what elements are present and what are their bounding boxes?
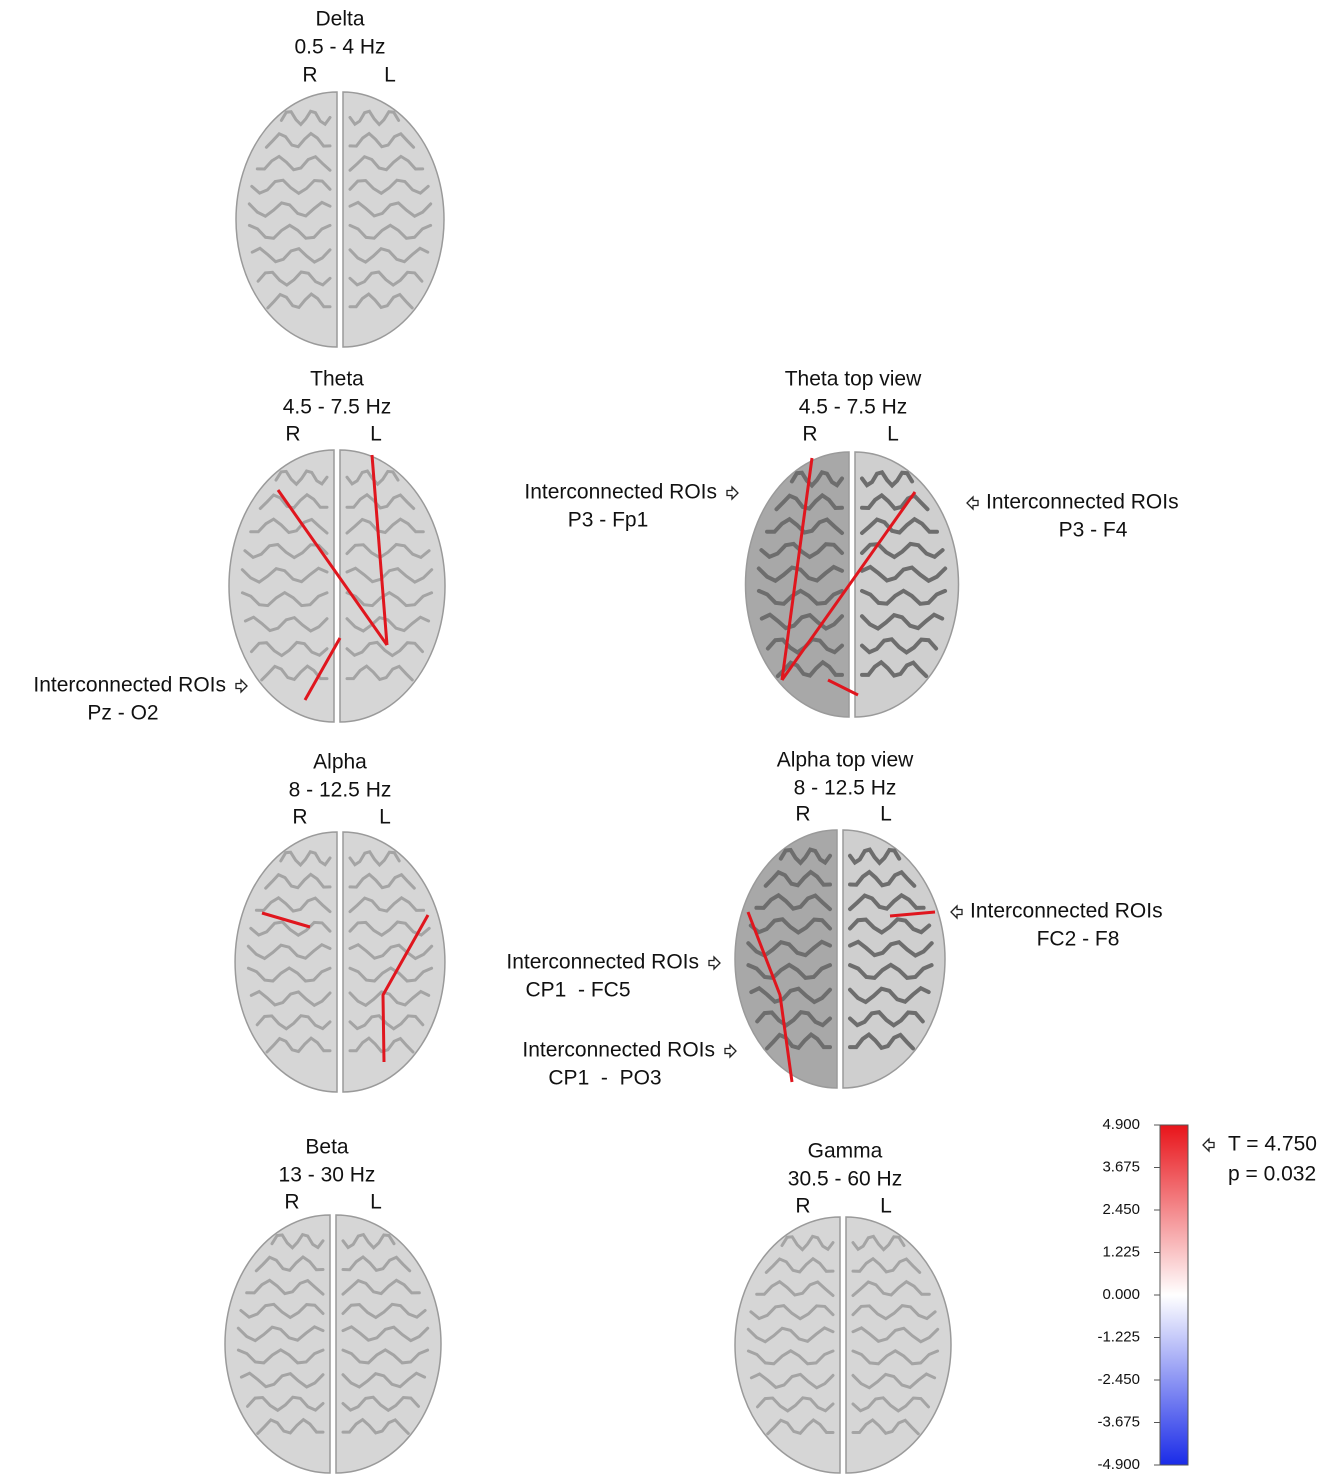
right-hemisphere [236, 92, 337, 347]
roi-pair: CP1 - PO3 [548, 1067, 661, 1090]
left-hemisphere [343, 832, 445, 1092]
hemisphere-label: L [370, 1191, 382, 1214]
hemisphere-label: L [379, 806, 391, 829]
left-hemisphere [340, 450, 445, 722]
colorbar-tick-label: -3.675 [1097, 1413, 1140, 1430]
arrow [967, 497, 978, 509]
colorbar-tick-label: 4.900 [1102, 1116, 1140, 1133]
arrow [1203, 1139, 1214, 1151]
left-hemisphere [855, 452, 958, 717]
hemisphere-label: R [302, 64, 317, 87]
annotation-label: Interconnected ROIs [522, 1039, 715, 1062]
panel-title: Delta [315, 8, 364, 31]
brain [735, 1217, 951, 1473]
annotation-label: Interconnected ROIs [506, 951, 699, 974]
frequency-range: 8 - 12.5 Hz [289, 779, 392, 802]
frequency-range: 4.5 - 7.5 Hz [283, 396, 392, 419]
colorbar-tick-label: 3.675 [1102, 1158, 1140, 1175]
hemisphere-label: L [384, 64, 396, 87]
panel-title: Theta top view [785, 368, 922, 391]
left-hemisphere [343, 92, 444, 347]
colorbar [1160, 1125, 1188, 1465]
hemisphere-label: L [880, 803, 892, 826]
brain [236, 92, 444, 347]
arrow [236, 680, 247, 692]
left-hemisphere [843, 830, 945, 1088]
roi-pair: P3 - Fp1 [568, 509, 649, 532]
brain [235, 832, 445, 1092]
colorbar-tick-label: 2.450 [1102, 1201, 1140, 1218]
hemisphere-label: R [285, 423, 300, 446]
frequency-range: 13 - 30 Hz [279, 1164, 376, 1187]
colorbar-tick-label: -4.900 [1097, 1456, 1140, 1473]
right-hemisphere [225, 1215, 330, 1473]
colorbar-tick-label: 0.000 [1102, 1286, 1140, 1303]
arrow [725, 1045, 736, 1057]
hemisphere-label: R [292, 806, 307, 829]
figure: Delta 0.5 - 4 Hz R L Theta 4.5 - 7.5 Hz R L Thet… [0, 0, 1344, 1475]
annotation-label: Interconnected ROIs [524, 481, 717, 504]
hemisphere-label: L [880, 1195, 892, 1218]
hemisphere-label: R [284, 1191, 299, 1214]
colorbar-tick-label: 1.225 [1102, 1243, 1140, 1260]
panel-title: Theta [310, 368, 364, 391]
annotation-label: Interconnected ROIs [33, 674, 226, 697]
annotation-label: Interconnected ROIs [986, 491, 1179, 514]
panel-title: Gamma [808, 1140, 883, 1163]
panel-title: Beta [305, 1136, 349, 1159]
hemisphere-label: L [887, 423, 899, 446]
hemisphere-label: R [802, 423, 817, 446]
frequency-range: 0.5 - 4 Hz [294, 36, 385, 59]
roi-pair: FC2 - F8 [1037, 928, 1120, 951]
frequency-range: 30.5 - 60 Hz [788, 1168, 902, 1191]
right-hemisphere [235, 832, 337, 1092]
brain [229, 450, 445, 722]
roi-pair: Pz - O2 [87, 702, 158, 725]
left-hemisphere [846, 1217, 951, 1473]
right-hemisphere [745, 452, 849, 717]
brain [225, 1215, 441, 1473]
panel-title: Alpha [313, 751, 367, 774]
hemisphere-label: R [795, 803, 810, 826]
brain [745, 452, 958, 717]
right-hemisphere [229, 450, 334, 722]
hemisphere-label: R [795, 1195, 810, 1218]
colorbar-tick-label: -1.225 [1097, 1328, 1140, 1345]
frequency-range: 8 - 12.5 Hz [794, 777, 897, 800]
hemisphere-label: L [370, 423, 382, 446]
frequency-range: 4.5 - 7.5 Hz [799, 396, 908, 419]
panel-title: Alpha top view [777, 749, 914, 772]
arrow [727, 487, 738, 499]
t-statistic: T = 4.750 [1228, 1133, 1317, 1156]
roi-pair: P3 - F4 [1059, 519, 1128, 542]
colorbar-tick-label: -2.450 [1097, 1371, 1140, 1388]
arrow [709, 957, 720, 969]
right-hemisphere [735, 1217, 840, 1473]
left-hemisphere [336, 1215, 441, 1473]
roi-pair: CP1 - FC5 [525, 979, 630, 1002]
annotation-label: Interconnected ROIs [970, 900, 1163, 923]
arrow [951, 906, 962, 918]
p-value: p = 0.032 [1228, 1163, 1316, 1186]
